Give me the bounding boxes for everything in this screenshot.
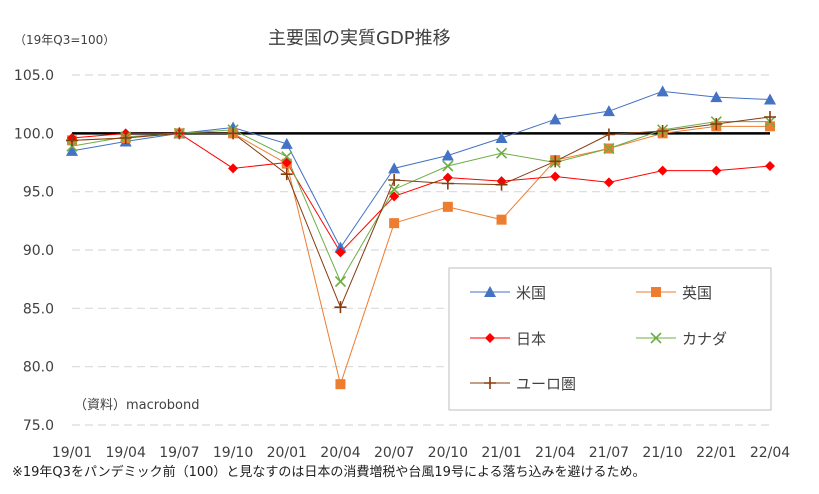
data-point-4-11	[603, 142, 615, 155]
y-tick-label: 105.0	[14, 68, 54, 84]
data-point-4-7	[388, 183, 400, 195]
legend-marker	[484, 377, 496, 389]
legend-label: ユーロ圏	[516, 375, 576, 393]
data-point-5-5	[280, 168, 293, 181]
x-tick-label: 20/07	[374, 445, 414, 461]
data-point-4-6	[334, 275, 347, 288]
source-label: （資料）macrobond	[74, 398, 200, 413]
data-point-1-10	[549, 113, 562, 125]
data-point-5-6	[334, 301, 347, 314]
x-tick-label: 21/07	[589, 445, 629, 461]
legend-marker	[651, 287, 661, 297]
data-point-1-12	[656, 85, 669, 97]
legend-label: カナダ	[682, 330, 727, 348]
data-point-3-14	[765, 161, 775, 171]
data-point-2-9	[496, 214, 507, 225]
data-point-5-9	[495, 178, 508, 191]
data-point-1-8	[441, 149, 454, 161]
data-point-3-10	[550, 171, 561, 182]
legend-marker	[650, 332, 662, 344]
data-point-5-14	[764, 111, 776, 123]
data-point-1-6	[334, 241, 347, 253]
data-point-5-3	[173, 127, 186, 140]
series-line-3	[71, 132, 771, 254]
series-lines	[71, 90, 771, 386]
data-point-1-7	[388, 162, 401, 174]
x-tick-label: 19/01	[52, 445, 92, 461]
x-tick-label: 20/10	[428, 445, 468, 461]
data-point-2-7	[389, 218, 400, 229]
data-point-5-10	[549, 155, 562, 168]
x-tick-label: 22/04	[750, 445, 790, 461]
y-tick-label: 80.0	[23, 360, 54, 376]
x-tick-label: 19/10	[213, 445, 253, 461]
series-line-4	[71, 121, 770, 283]
x-tick-label: 19/04	[106, 445, 146, 461]
data-point-2-14	[765, 121, 775, 132]
data-point-3-12	[657, 165, 668, 176]
data-point-4-8	[442, 160, 454, 172]
legend-label: 米国	[516, 284, 546, 302]
x-tick-label: 21/10	[642, 445, 682, 461]
data-point-4-9	[495, 147, 508, 159]
data-point-5-7	[388, 174, 401, 186]
series-line-5	[71, 116, 771, 309]
data-point-3-11	[603, 177, 614, 188]
legend-label: 日本	[516, 330, 546, 348]
data-point-3-4	[228, 163, 239, 174]
data-point-1-9	[495, 132, 508, 143]
series-markers	[66, 85, 776, 390]
data-point-2-6	[335, 379, 346, 390]
data-point-5-1	[66, 134, 78, 147]
x-tick-label: 20/04	[320, 445, 360, 461]
y-tick-label: 75.0	[23, 418, 54, 434]
footnote: ※19年Q3をパンデミック前（100）と見なすのは日本の消費増税や台風19号によ…	[12, 464, 646, 480]
x-tick-label: 21/01	[481, 445, 521, 461]
data-point-5-4	[227, 127, 240, 140]
y-tick-label: 95.0	[23, 185, 54, 201]
x-tick-label: 21/04	[535, 445, 575, 461]
legend-marker	[484, 286, 496, 297]
x-tick-label: 19/07	[159, 445, 199, 461]
chart-title: 主要国の実質GDP推移	[268, 28, 451, 49]
data-point-5-11	[602, 128, 615, 141]
data-point-5-2	[119, 132, 132, 144]
legend-marker	[485, 333, 495, 343]
data-point-1-5	[280, 137, 293, 149]
y-tick-label: 100.0	[14, 126, 54, 142]
y-tick-label: 90.0	[23, 243, 54, 259]
y-axis-ticks: 75.0 80.0 85.0 90.0 95.0 100.0 105.0	[14, 68, 54, 434]
data-point-1-11	[602, 105, 615, 117]
data-point-5-13	[710, 118, 723, 130]
data-point-5-12	[656, 125, 669, 137]
data-point-2-8	[442, 201, 453, 212]
x-tick-label: 20/01	[267, 445, 307, 461]
data-point-3-7	[389, 191, 400, 202]
data-point-3-6	[335, 247, 346, 258]
data-point-4-5	[281, 151, 293, 163]
y-tick-label: 85.0	[23, 301, 54, 317]
data-point-1-1	[66, 144, 78, 156]
data-point-3-13	[711, 165, 722, 176]
legend-label: 英国	[682, 284, 712, 302]
x-axis-ticks: 19/01 19/04 19/07 19/10 20/01 20/04 20/07 20/10…	[52, 445, 790, 461]
data-point-1-14	[764, 93, 776, 105]
unit-label: （19年Q3=100）	[14, 33, 115, 47]
x-tick-label: 22/01	[696, 445, 736, 461]
data-point-5-8	[441, 177, 454, 190]
data-point-1-13	[710, 91, 723, 103]
